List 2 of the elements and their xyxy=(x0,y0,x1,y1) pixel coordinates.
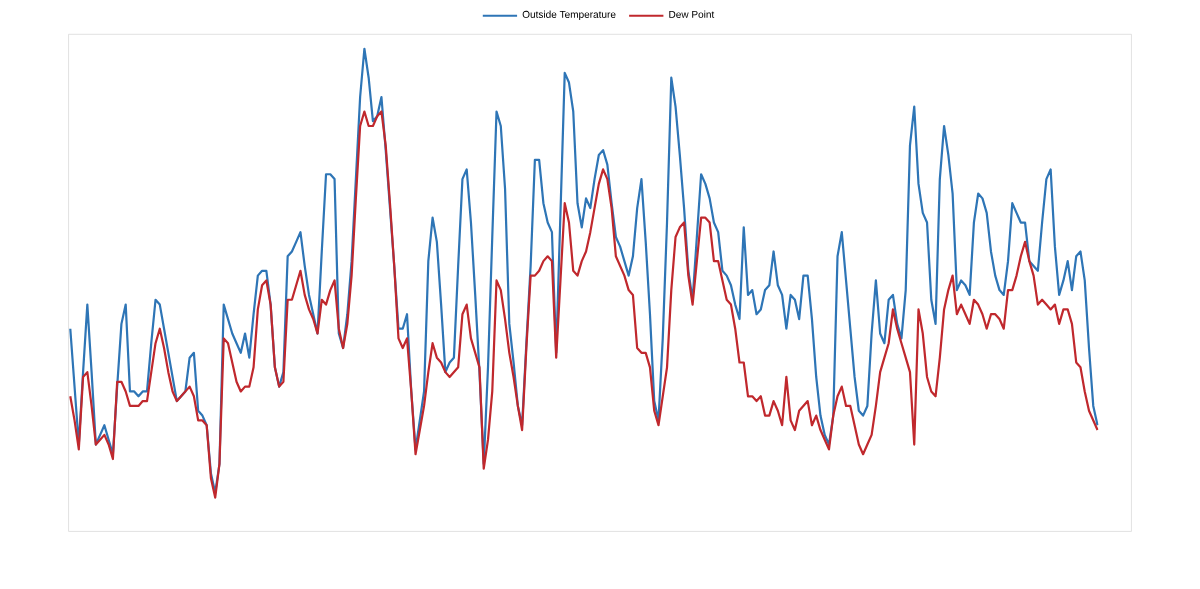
legend-label: Outside Temperature xyxy=(522,10,616,21)
legend-label: Dew Point xyxy=(669,10,715,19)
